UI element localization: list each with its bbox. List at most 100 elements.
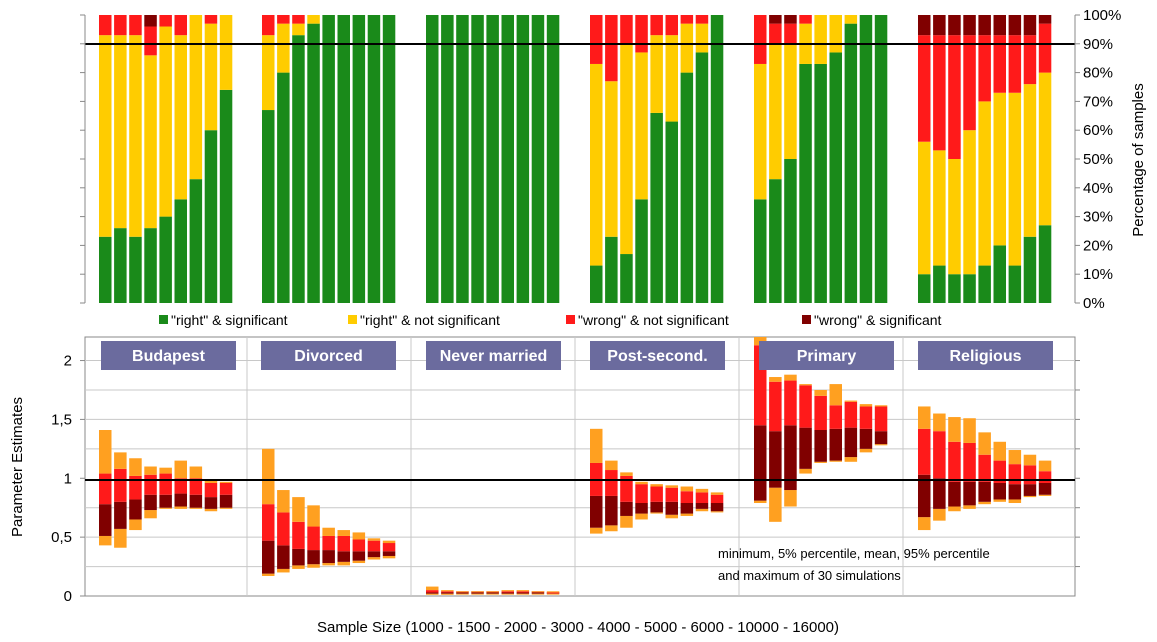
range-post-second--5000-p5-mean (665, 501, 678, 515)
bar-post-second--5000-right-sig (665, 121, 678, 303)
bar-divorced-1500-wrong-notsig (277, 15, 290, 24)
bar-primary-5000-right-sig (829, 52, 842, 303)
bar-religious-6000-right-notsig (1008, 92, 1022, 266)
bar-post-second--4000-right-notsig (650, 35, 663, 113)
range-divorced-6000-p95-max (352, 532, 366, 540)
range-divorced-1000-p95-max (262, 448, 275, 505)
bar-religious-16000-wrong-notsig (1038, 23, 1052, 73)
top-y-tick-label: 40% (1083, 180, 1113, 197)
range-budapest-10000-mean-p95 (204, 482, 218, 498)
bar-primary-6000-right-sig (844, 23, 858, 303)
range-never-married-3000-p5-mean (471, 592, 484, 594)
range-religious-4000-p5-mean (978, 481, 991, 502)
bar-divorced-2000-right-notsig (292, 23, 305, 36)
range-religious-3000-min-p5 (963, 505, 976, 509)
range-primary-10000-mean-p95 (859, 406, 873, 429)
range-never-married-4000-p5-mean (486, 592, 499, 594)
range-primary-1000-p5-mean (754, 425, 767, 501)
range-never-married-1000-p95-max (426, 586, 439, 591)
bar-never-married-6000-right-sig (516, 15, 530, 303)
range-religious-3000-p95-max (963, 418, 976, 443)
legend-swatch-right-significant (159, 315, 168, 324)
range-post-second--10000-p95-max (695, 488, 709, 493)
range-post-second--1000-p95-max (590, 428, 603, 463)
range-religious-16000-min-p5 (1038, 494, 1052, 496)
range-budapest-1500-p95-max (114, 452, 127, 469)
bar-religious-4000-right-sig (978, 265, 991, 303)
bar-budapest-1000-right-sig (99, 236, 112, 303)
bottom-gridlines (85, 360, 1075, 568)
range-divorced-3000-p5-mean (307, 550, 320, 565)
top-y-tick-label: 0% (1083, 295, 1105, 312)
range-primary-16000-mean-p95 (874, 406, 888, 432)
range-post-second--16000-mean-p95 (710, 494, 724, 503)
bar-religious-1500-wrong-sig (933, 15, 946, 36)
bar-divorced-1000-right-notsig (262, 35, 275, 111)
bar-post-second--16000-right-sig (710, 15, 724, 303)
range-never-married-16000-p95-max (546, 591, 560, 593)
range-divorced-5000-p95-max (337, 530, 350, 536)
bar-primary-2000-wrong-notsig (784, 23, 797, 44)
bar-budapest-1000-right-notsig (99, 35, 112, 237)
panel-label-box-primary (759, 341, 894, 370)
range-religious-10000-p95-max (1023, 454, 1037, 466)
range-never-married-16000-mean-p95 (546, 592, 560, 594)
range-primary-1500-mean-p95 (769, 381, 782, 432)
range-budapest-1000-p5-mean (99, 504, 112, 536)
range-religious-3000-mean-p95 (963, 442, 976, 482)
range-budapest-3000-min-p5 (144, 510, 157, 519)
bar-religious-5000-right-sig (993, 245, 1006, 303)
bar-budapest-16000-right-notsig (219, 15, 233, 90)
range-primary-1000-min-p5 (754, 500, 767, 503)
bar-religious-6000-right-sig (1008, 265, 1022, 303)
range-divorced-5000-min-p5 (337, 561, 350, 566)
range-never-married-5000-min-p5 (501, 593, 514, 595)
range-primary-3000-mean-p95 (799, 385, 812, 428)
range-divorced-1500-mean-p95 (277, 512, 290, 546)
range-religious-10000-p5-mean (1023, 484, 1037, 496)
range-primary-4000-p5-mean (814, 430, 827, 462)
range-religious-16000-p5-mean (1038, 482, 1052, 495)
range-primary-1500-p5-mean (769, 431, 782, 488)
bar-post-second--4000-wrong-notsig (650, 15, 663, 36)
range-primary-3000-p95-max (799, 384, 812, 386)
range-primary-16000-p5-mean (874, 431, 888, 445)
bar-primary-1000-right-sig (754, 199, 767, 303)
range-divorced-6000-min-p5 (352, 560, 366, 564)
range-budapest-1000-mean-p95 (99, 473, 112, 505)
range-divorced-16000-p95-max (382, 540, 396, 544)
bar-primary-16000-right-sig (874, 15, 888, 303)
range-post-second--5000-p95-max (665, 485, 678, 488)
bar-post-second--6000-wrong-notsig (680, 15, 694, 24)
bar-religious-3000-right-notsig (963, 130, 976, 275)
bar-primary-2000-right-notsig (784, 43, 797, 159)
range-divorced-2000-p95-max (292, 497, 305, 522)
range-budapest-5000-min-p5 (174, 506, 187, 509)
bar-post-second--10000-right-notsig (695, 23, 709, 53)
range-post-second--4000-min-p5 (650, 512, 663, 514)
bar-religious-5000-wrong-notsig (993, 35, 1006, 93)
range-budapest-4000-p95-max (159, 467, 172, 474)
range-religious-6000-p5-mean (1008, 484, 1022, 500)
range-never-married-1500-p95-max (441, 590, 454, 592)
bar-divorced-1000-right-sig (262, 110, 275, 303)
range-never-married-10000-min-p5 (531, 593, 545, 595)
bar-primary-4000-right-sig (814, 63, 827, 304)
range-primary-1500-min-p5 (769, 487, 782, 522)
bar-primary-4000-right-notsig (814, 15, 827, 64)
bar-budapest-16000-right-sig (219, 89, 233, 303)
range-post-second--2000-p5-mean (620, 501, 633, 516)
legend-swatch-wrong-not-significant (566, 315, 575, 324)
bar-divorced-3000-right-sig (307, 23, 320, 303)
range-divorced-3000-p95-max (307, 505, 320, 527)
range-primary-6000-mean-p95 (844, 401, 858, 428)
range-post-second--16000-p5-mean (710, 502, 724, 512)
bar-budapest-3000-wrong-notsig (144, 26, 157, 56)
bar-post-second--5000-wrong-notsig (665, 15, 678, 36)
bar-post-second--1000-wrong-notsig (590, 15, 603, 64)
range-budapest-16000-min-p5 (219, 507, 233, 509)
range-religious-1500-min-p5 (933, 508, 946, 521)
bar-divorced-3000-right-notsig (307, 15, 320, 24)
range-divorced-10000-p95-max (367, 538, 381, 541)
bar-religious-1000-right-sig (918, 274, 931, 303)
